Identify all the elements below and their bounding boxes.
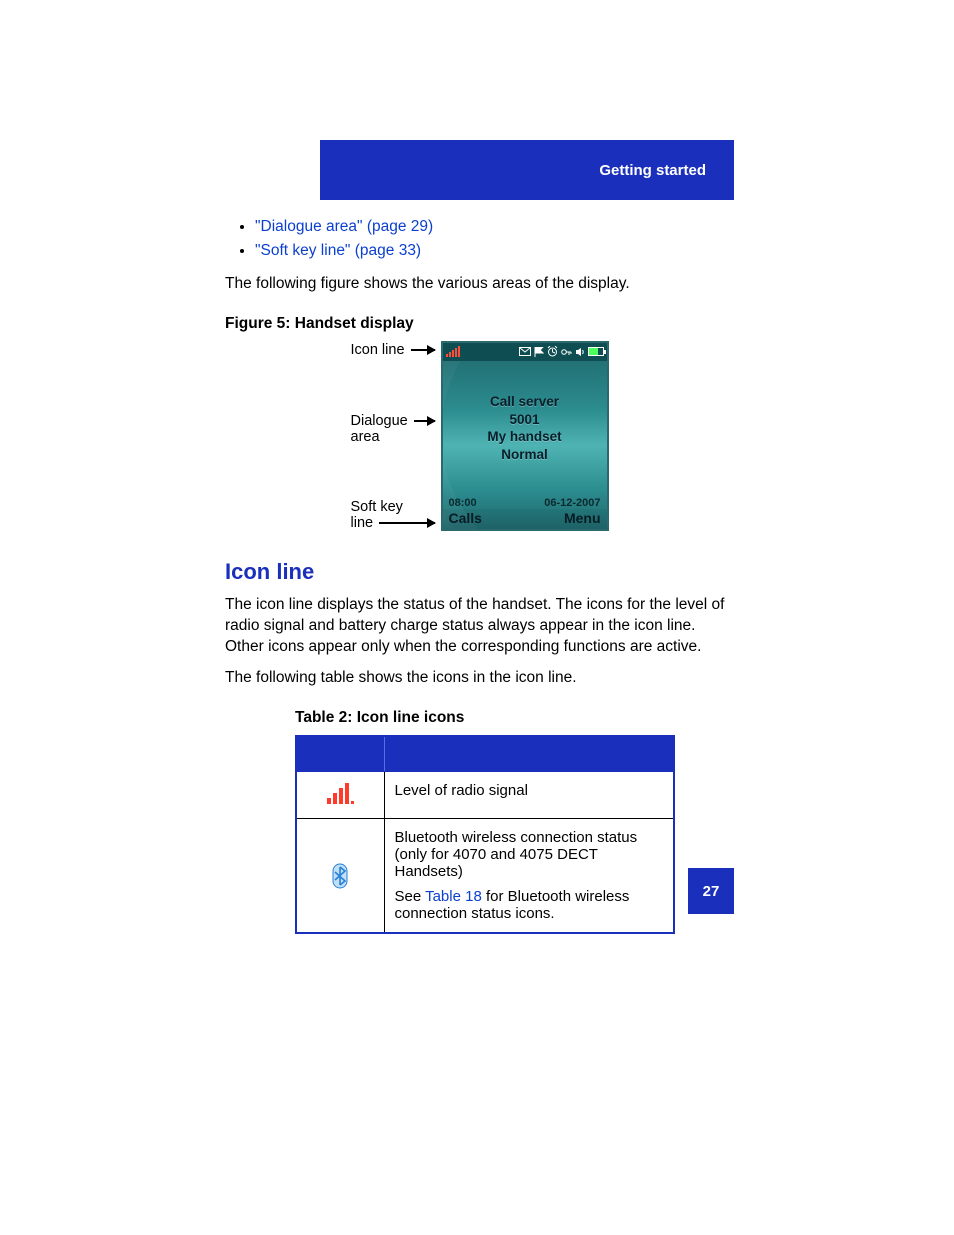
speaker-icon: [575, 347, 585, 357]
battery-icon: [588, 347, 604, 356]
body-paragraph: The icon line displays the status of the…: [225, 595, 734, 658]
header-band: Getting started: [320, 140, 734, 200]
table-header-row: [296, 736, 674, 772]
body-paragraph: The following table shows the icons in t…: [225, 668, 734, 689]
callout-icon-line: Icon line: [351, 342, 405, 358]
table-icon-cell: [296, 772, 384, 819]
bluetooth-icon: [307, 863, 374, 889]
table-row: Bluetooth wireless connection status (on…: [296, 819, 674, 934]
table-icon-cell: [296, 819, 384, 934]
figure-callout-labels: Icon line Dialogue area Soft key line: [351, 341, 441, 531]
section-heading-icon-line: Icon line: [225, 559, 734, 585]
screen-line: Normal: [501, 446, 548, 464]
table-desc-text: Bluetooth wireless connection status (on…: [395, 829, 638, 880]
header-section-label: Getting started: [599, 162, 706, 179]
handset-screen: Call server 5001 My handset Normal 08:00…: [441, 341, 609, 531]
softkey-left: Calls: [449, 510, 482, 526]
table-caption: Table 2: Icon line icons: [295, 709, 734, 727]
arrow-icon: [411, 349, 435, 351]
screen-dialogue-area: Call server 5001 My handset Normal: [443, 361, 607, 496]
xref-link[interactable]: "Soft key line" (page 33): [255, 242, 421, 259]
icon-line-table: Level of radio signal Bluetooth wireless…: [295, 735, 675, 935]
bullet-item: "Soft key line" (page 33): [255, 242, 734, 260]
callout-softkey-2: line: [351, 515, 374, 531]
screen-softkey-bar: Calls Menu: [443, 509, 607, 529]
callout-softkey-1: Soft key: [351, 499, 403, 515]
signal-icon: [446, 346, 460, 357]
table-desc-cell: Bluetooth wireless connection status (on…: [384, 819, 674, 934]
key-icon: [561, 347, 572, 357]
xref-link[interactable]: "Dialogue area" (page 29): [255, 218, 433, 235]
table-desc-followup: See Table 18 for Bluetooth wireless conn…: [395, 888, 664, 922]
screen-time: 08:00: [449, 497, 477, 509]
envelope-icon: [519, 347, 531, 356]
figure-caption: Figure 5: Handset display: [225, 315, 734, 333]
arrow-icon: [379, 522, 434, 524]
xref-link[interactable]: Table 18: [425, 888, 482, 905]
alarm-icon: [547, 346, 558, 357]
page-number-tab: 27: [688, 868, 734, 914]
softkey-right: Menu: [564, 510, 601, 526]
table-row: Level of radio signal: [296, 772, 674, 819]
table-desc-cell: Level of radio signal: [384, 772, 674, 819]
signal-icon: [327, 782, 354, 804]
screen-date: 06-12-2007: [544, 497, 600, 509]
screen-time-date-bar: 08:00 06-12-2007: [443, 496, 607, 509]
content-region: "Dialogue area" (page 29) "Soft key line…: [225, 218, 734, 934]
arrow-icon: [414, 420, 435, 422]
screen-line: Call server: [490, 393, 559, 411]
bullet-item: "Dialogue area" (page 29): [255, 218, 734, 236]
screen-line: My handset: [487, 428, 561, 446]
flag-icon: [534, 347, 544, 357]
callout-dialogue-area-2: area: [351, 429, 380, 445]
screen-icon-bar: [443, 343, 607, 361]
document-page: Getting started "Dialogue area" (page 29…: [0, 0, 954, 1014]
page-number: 27: [703, 883, 720, 900]
reference-bullet-list: "Dialogue area" (page 29) "Soft key line…: [225, 218, 734, 260]
callout-dialogue-area-1: Dialogue: [351, 413, 408, 429]
figure-handset-display: Icon line Dialogue area Soft key line: [225, 341, 734, 531]
intro-paragraph: The following figure shows the various a…: [225, 274, 734, 295]
screen-line: 5001: [509, 411, 539, 429]
